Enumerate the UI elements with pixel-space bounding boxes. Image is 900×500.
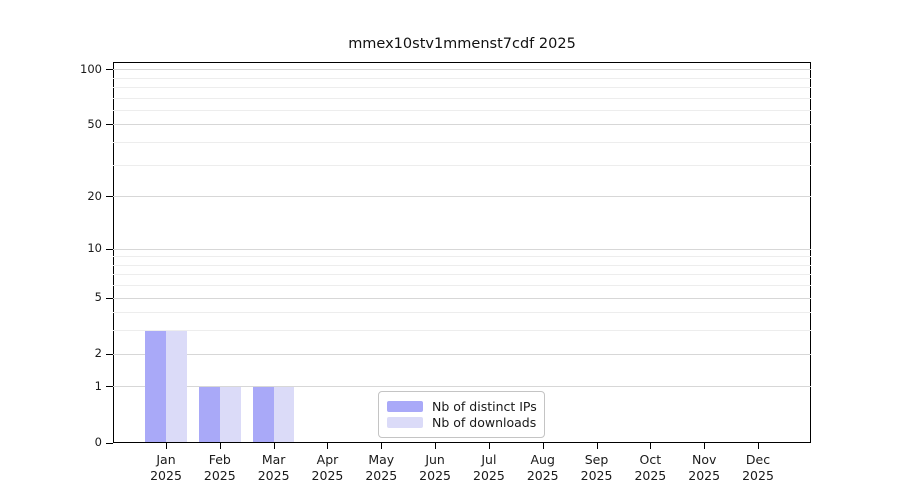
bar-downloads [219,386,241,442]
bar-distinct-ips [252,386,274,442]
x-tick-mark [166,443,167,449]
plot-area [113,62,811,443]
legend-swatch-distinct-ips [387,401,423,412]
minor-gridline [113,274,811,276]
y-tick-mark [106,442,113,444]
y-tick-mark [106,69,113,71]
x-tick-mark [542,443,544,449]
x-tick-mark [219,443,221,449]
y-tick-mark [106,353,113,355]
minor-gridline [113,109,811,111]
x-tick-label-line: Dec [745,452,771,467]
legend: Nb of distinct IPs Nb of downloads [378,391,545,438]
x-tick-mark [435,443,437,449]
x-tick-label: Dec 2025 [723,452,793,484]
y-tick-mark [106,124,113,126]
x-tick-label-line: 2025 [203,468,236,483]
legend-swatch-downloads [387,417,423,428]
legend-item-downloads: Nb of downloads [387,415,537,430]
x-tick-mark [381,443,383,449]
y-tick-mark [106,248,113,250]
x-tick-label: Feb 2025 [185,452,255,484]
bar-distinct-ips [145,330,166,442]
minor-gridline [113,330,811,332]
bar-downloads [166,330,187,442]
x-tick-label: Oct 2025 [615,452,685,484]
y-tick-label: 5 [94,290,102,305]
y-tick-label: 20 [87,188,102,203]
major-gridline [113,69,811,71]
x-tick-label-line: Jul [481,452,497,467]
minor-gridline [113,86,811,88]
major-gridline [113,386,811,388]
x-tick-mark [488,443,490,449]
y-tick-label: 10 [87,241,102,255]
minor-gridline [113,77,811,79]
y-tick-mark [106,196,113,198]
x-tick-label-line: Aug [530,452,555,467]
x-tick-label: Mar 2025 [239,452,309,484]
bar-downloads [273,386,295,442]
x-tick-label-line: 2025 [419,468,451,483]
minor-gridline [113,256,811,258]
x-tick-label: Jan 2025 [131,452,201,484]
major-gridline [113,248,811,250]
x-tick-label: Jul 2025 [454,452,524,484]
x-tick-label: Nov 2025 [669,452,739,484]
bar-distinct-ips [199,386,220,442]
x-tick-label-line: 2025 [311,468,344,483]
y-tick-mark [106,297,113,299]
y-tick-label: 50 [87,116,102,131]
minor-gridline [113,97,811,99]
x-tick-mark [650,443,652,449]
legend-item-distinct-ips: Nb of distinct IPs [387,399,537,414]
y-tick-label: 2 [94,346,102,361]
x-tick-label: Sep 2025 [562,452,632,484]
x-tick-label: May 2025 [346,452,416,484]
x-tick-label-line: 2025 [742,468,774,483]
x-tick-mark [704,443,706,449]
major-gridline [113,196,811,198]
x-tick-label-line: 2025 [365,468,398,483]
x-tick-label-line: May [368,452,395,467]
minor-gridline [113,285,811,287]
x-tick-label-line: 2025 [150,468,182,483]
legend-label-downloads: Nb of downloads [432,415,537,430]
x-tick-label-line: Nov [691,452,717,467]
major-gridline [113,353,811,355]
x-tick-label-line: Mar [261,452,286,467]
y-tick-label: 100 [80,61,102,76]
x-tick-label-line: 2025 [580,468,613,483]
x-tick-label-line: Jun [425,452,445,467]
x-tick-label-line: Apr [316,452,339,467]
x-tick-label-line: 2025 [257,468,290,483]
x-tick-label: Apr 2025 [292,452,362,484]
minor-gridline [113,142,811,144]
x-tick-mark [596,443,598,449]
x-tick-label-line: 2025 [526,468,559,483]
y-tick-label: 1 [94,378,102,393]
y-tick-mark [106,386,113,388]
minor-gridline [113,164,811,166]
minor-gridline [113,264,811,266]
x-tick-mark [273,443,275,449]
x-tick-label-line: 2025 [688,468,721,483]
major-gridline [113,297,811,299]
x-tick-mark [758,443,759,449]
minor-gridline [113,312,811,314]
x-tick-label: Jun 2025 [400,452,470,484]
x-tick-label-line: 2025 [473,468,505,483]
x-tick-label-line: Sep [584,452,609,467]
x-tick-label: Aug 2025 [508,452,578,484]
chart-title: mmex10stv1mmenst7cdf 2025 [348,36,576,52]
legend-label-distinct-ips: Nb of distinct IPs [432,399,537,414]
x-tick-label-line: Oct [639,452,662,467]
x-tick-label-line: 2025 [634,468,667,483]
major-gridline [113,124,811,126]
x-tick-label-line: Jan [156,452,176,467]
x-tick-label-line: Feb [208,452,231,467]
y-tick-label: 0 [94,435,102,449]
x-tick-mark [327,443,329,449]
